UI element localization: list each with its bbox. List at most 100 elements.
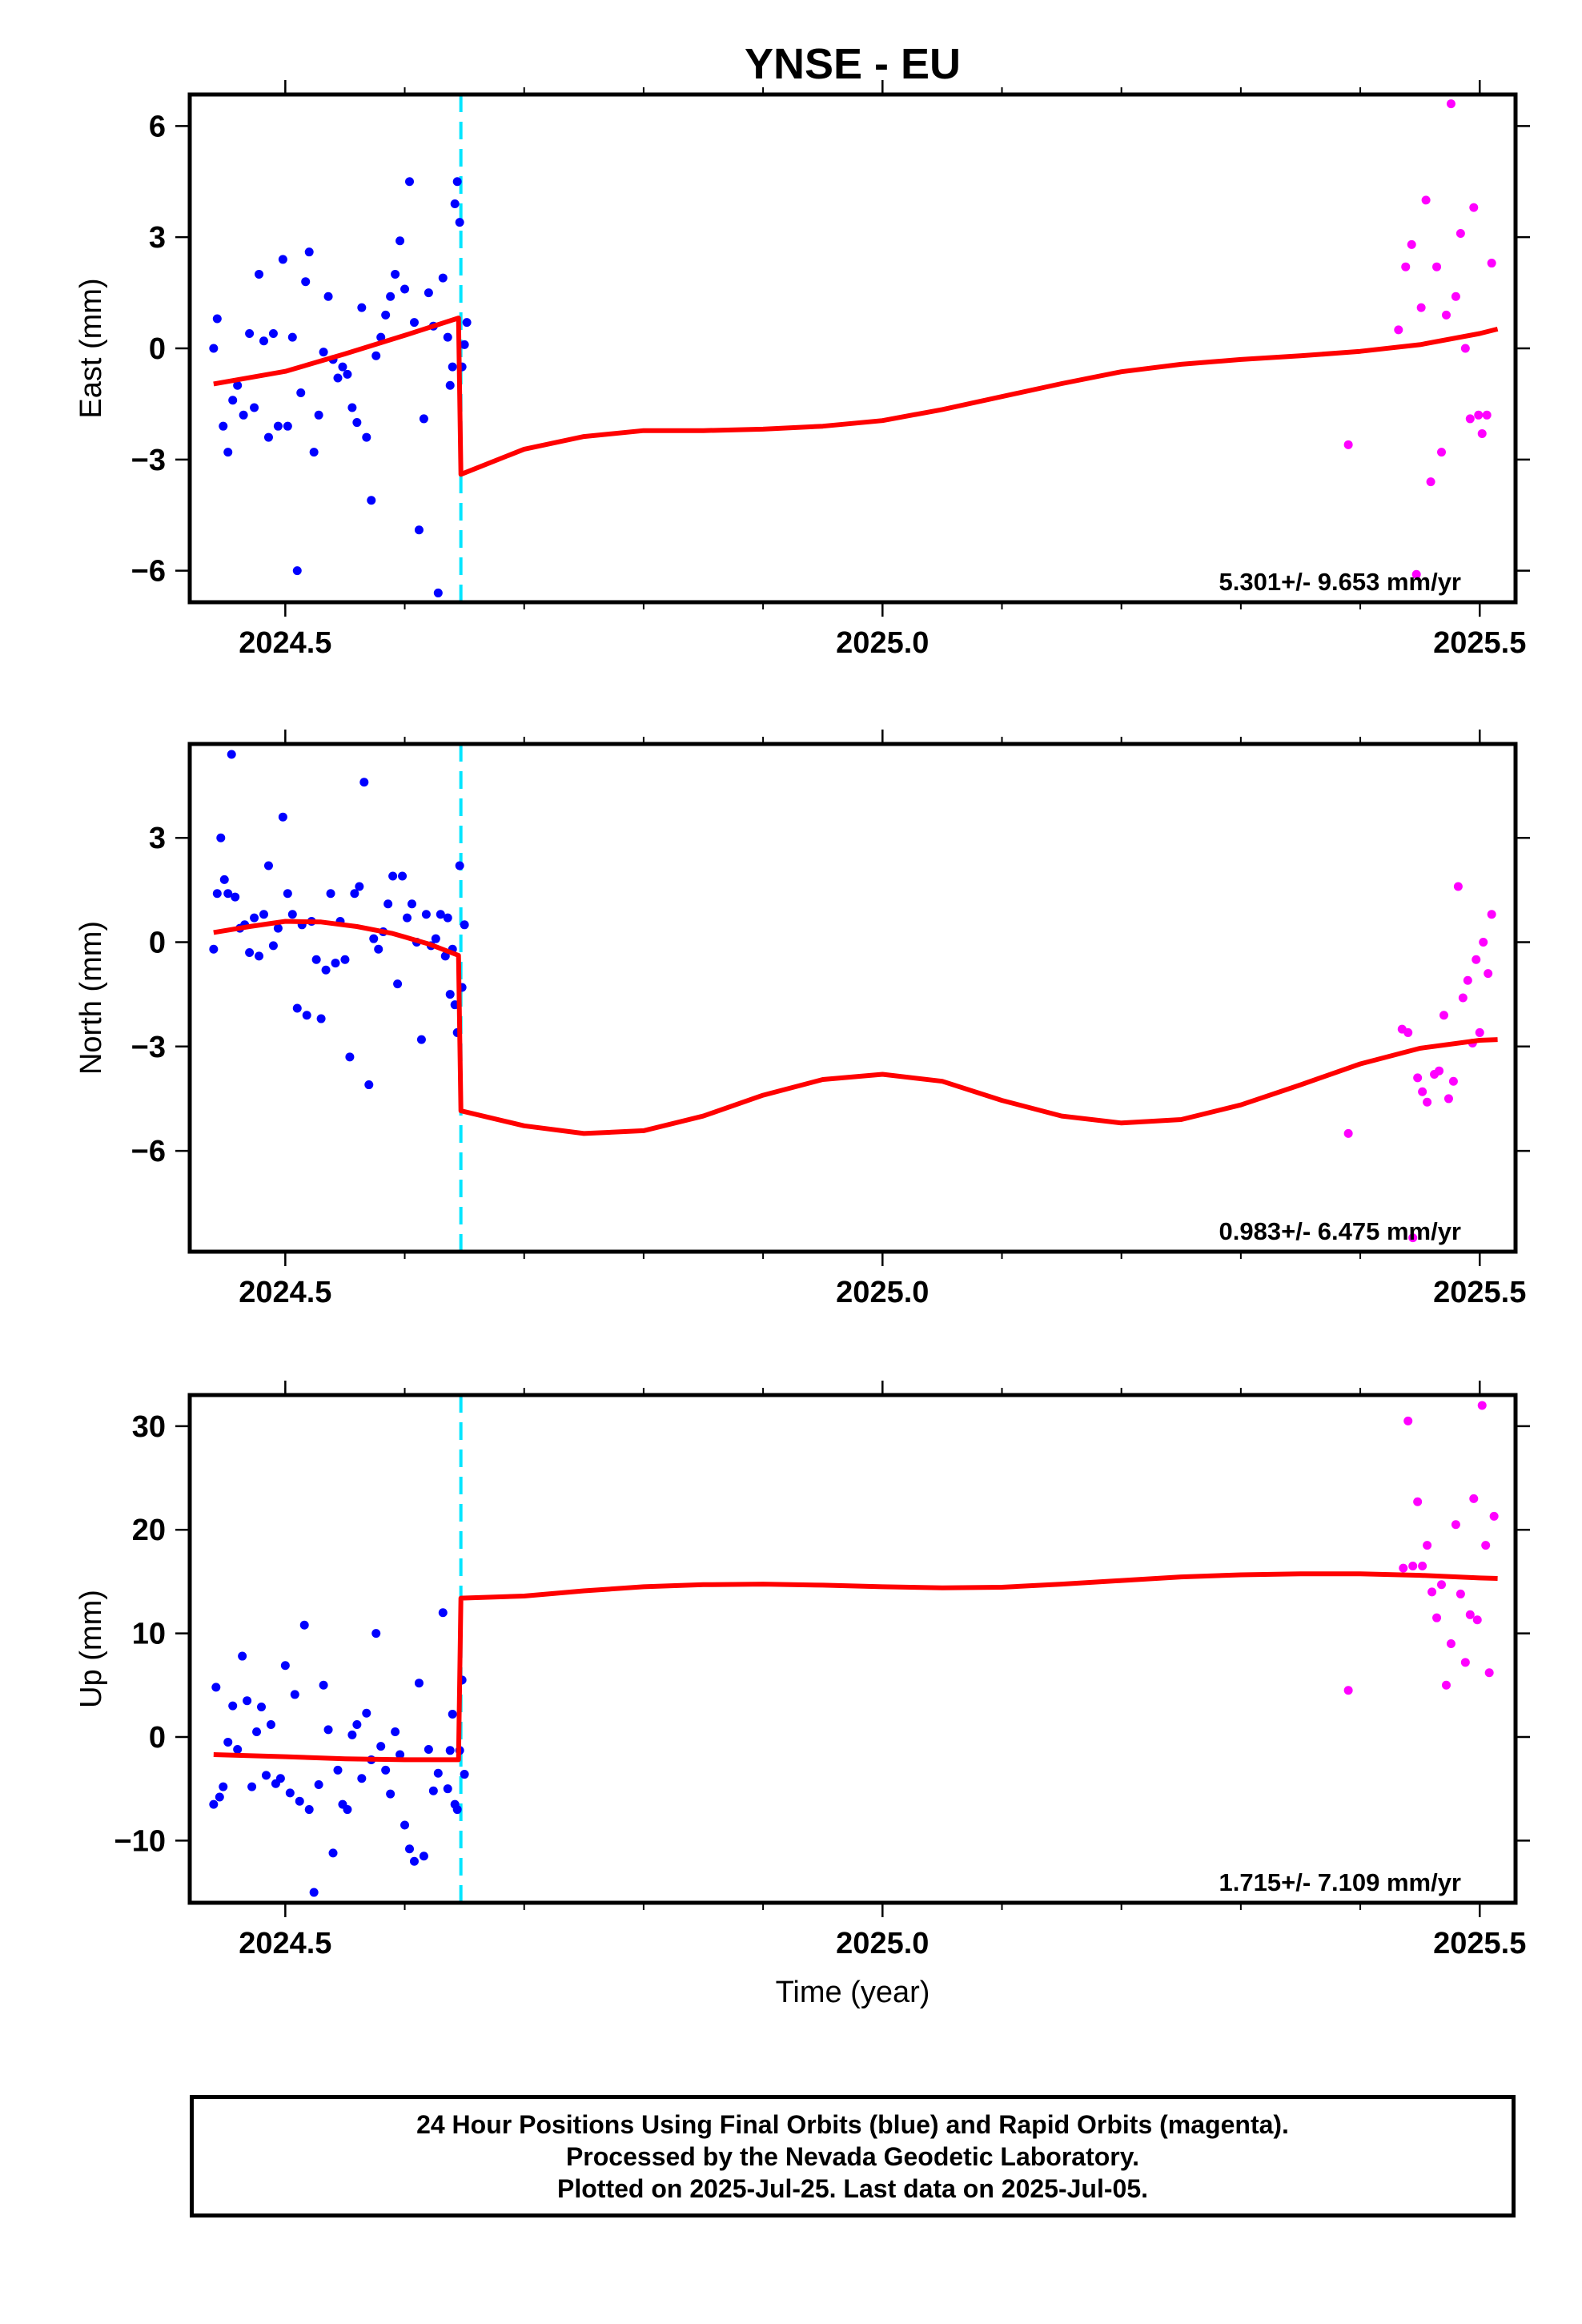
caption-line-2: Processed by the Nevada Geodetic Laborat… [565, 2141, 1140, 2171]
caption-line-3: Plotted on 2025-Jul-25. Last data on 202… [557, 2173, 1148, 2203]
final-orbit-point [319, 1680, 328, 1690]
rapid-orbit-point [1479, 938, 1488, 947]
final-orbit-point [314, 1779, 323, 1789]
rapid-orbit-point [1343, 1686, 1353, 1695]
final-orbit-point [247, 1782, 257, 1791]
final-orbit-point [450, 199, 460, 209]
final-orbit-point [414, 525, 424, 535]
rapid-orbit-point [1469, 1494, 1479, 1503]
y-tick-label: 20 [132, 1514, 166, 1547]
rapid-orbit-point [1408, 1233, 1418, 1243]
x-tick-label: 2024.5 [239, 1927, 331, 1960]
rapid-orbit-point [1426, 477, 1435, 487]
final-orbit-point [287, 910, 297, 919]
final-orbit-point [233, 1745, 243, 1755]
final-orbit-point [268, 941, 278, 951]
final-orbit-point [433, 1768, 443, 1778]
final-orbit-point [343, 1805, 352, 1815]
model-line [213, 1571, 1498, 1763]
rapid-orbit-point [1460, 1658, 1470, 1667]
y-tick-label: 6 [149, 110, 166, 143]
final-orbit-point [455, 218, 464, 227]
final-orbit-point [233, 380, 243, 390]
rapid-orbit-point [1453, 882, 1463, 891]
panel-north: 2024.5 2025.0 2025.5 −6 −3 0 3 North (mm) 0.983+… [74, 730, 1530, 1309]
final-orbit-point [333, 1765, 343, 1775]
final-orbit-point [209, 1799, 219, 1809]
final-orbit-point [462, 318, 472, 328]
final-orbit-point [243, 1696, 252, 1706]
final-orbit-point [357, 1774, 367, 1783]
final-orbit-point [280, 1661, 290, 1671]
plot-frame [187, 742, 1518, 1254]
final-orbit-point [419, 1852, 428, 1861]
final-orbit-point [211, 1683, 221, 1692]
final-orbit-point [405, 177, 415, 187]
final-orbit-point [445, 380, 455, 390]
rapid-orbit-point [1472, 1615, 1482, 1625]
final-orbit-point [445, 1746, 455, 1755]
final-orbit-point [228, 396, 238, 405]
final-orbit-point [287, 332, 297, 342]
rapid-orbit-point [1484, 1668, 1494, 1678]
final-orbit-point [448, 1710, 457, 1719]
rapid-orbit-point [1451, 1520, 1460, 1530]
final-orbit-point [228, 1701, 238, 1711]
final-orbit-point [396, 1750, 405, 1759]
final-orbit-point [223, 1737, 233, 1747]
final-orbit-point [443, 1784, 452, 1794]
final-orbit-point [433, 588, 443, 597]
final-orbit-point [460, 1770, 469, 1779]
final-orbit-point [304, 1805, 314, 1815]
y-tick-label: −6 [131, 1135, 166, 1168]
final-orbit-point [419, 414, 428, 424]
final-orbit-point [452, 177, 462, 187]
final-orbit-point [278, 255, 287, 264]
rapid-orbit-point [1416, 303, 1426, 312]
final-orbit-point [431, 934, 440, 943]
final-orbit-point [259, 336, 268, 346]
model-line [213, 316, 1499, 477]
rapid-orbit-point [1487, 259, 1496, 268]
final-orbit-point [359, 778, 369, 787]
final-orbit-point [436, 910, 445, 919]
y-axis-label: East (mm) [74, 278, 108, 418]
final-orbit-point [445, 990, 455, 999]
rapid-orbit-point [1481, 1541, 1491, 1550]
final-orbit-point [386, 1789, 396, 1799]
final-orbit-point [238, 1651, 247, 1661]
final-orbit-point [376, 1742, 386, 1751]
final-orbit-point [428, 1786, 438, 1795]
rapid-orbit-point [1474, 410, 1484, 420]
rapid-orbit-point [1448, 1076, 1458, 1086]
final-orbit-point [381, 1765, 391, 1775]
x-tick-label: 2025.0 [836, 626, 929, 660]
final-orbit-point [326, 889, 335, 899]
final-orbit-point [391, 269, 400, 279]
final-orbit-point [386, 292, 396, 301]
final-orbit-point [398, 871, 408, 881]
final-orbit-point [381, 310, 391, 320]
final-orbit-point [252, 1727, 262, 1737]
final-orbit-point [352, 1719, 362, 1729]
y-tick-label: 3 [149, 822, 166, 855]
rapid-orbit-point [1465, 1610, 1475, 1619]
final-orbit-point [245, 328, 255, 338]
final-orbit-point [328, 1848, 338, 1858]
panel-east: 2024.5 2025.0 2025.5 −6 −3 0 3 6 East (mm) 5.301+… [74, 80, 1530, 660]
final-orbit-point [285, 1788, 295, 1798]
final-orbit-point [369, 934, 379, 943]
final-orbit-point [316, 1014, 326, 1023]
plot-frame [187, 1393, 1518, 1905]
final-orbit-point [266, 1719, 275, 1729]
final-orbit-point [314, 410, 323, 420]
rapid-orbit-point [1403, 1027, 1413, 1037]
final-orbit-point [343, 369, 352, 379]
final-orbit-point [440, 951, 450, 961]
final-orbit-point [347, 1730, 357, 1739]
final-orbit-point [245, 948, 255, 958]
rapid-orbit-point [1343, 1128, 1353, 1138]
final-orbit-point [438, 1608, 448, 1618]
final-orbit-point [268, 328, 278, 338]
